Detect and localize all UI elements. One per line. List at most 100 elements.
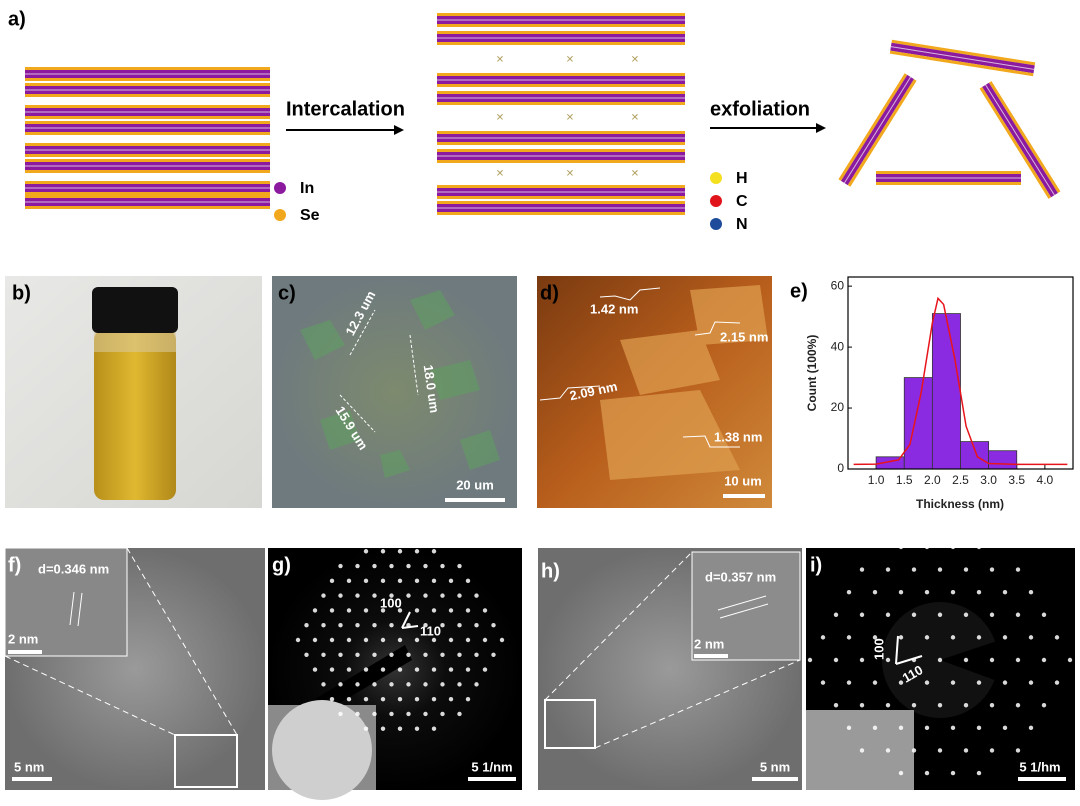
fringe <box>719 603 769 619</box>
spot <box>1002 680 1008 685</box>
panel-label: a) <box>8 8 26 30</box>
spot <box>363 608 369 613</box>
height-label: 2.15 nm <box>720 329 768 344</box>
scale-bar <box>1018 777 1066 781</box>
spot <box>440 593 445 598</box>
spot <box>397 578 403 584</box>
spot <box>397 608 403 613</box>
direction-label: 110 <box>420 623 441 638</box>
spot <box>976 680 982 685</box>
y-axis-label: Count (100%) <box>805 335 819 412</box>
spot <box>346 667 352 672</box>
sheet <box>437 91 685 105</box>
height-label: 1.42 nm <box>590 301 638 316</box>
legend-label: H <box>736 170 748 187</box>
spot <box>465 667 471 672</box>
spot <box>989 612 995 617</box>
spot <box>465 578 471 584</box>
molecule: ✕ <box>631 113 639 124</box>
bar <box>988 450 1018 470</box>
fringe <box>77 592 83 627</box>
spot <box>414 549 420 554</box>
se-layer <box>847 79 917 187</box>
sheet <box>25 105 270 119</box>
spot <box>963 703 969 708</box>
spot <box>431 578 437 584</box>
inset-scale-label: 2 nm <box>694 636 724 651</box>
flakes <box>300 290 500 478</box>
spot <box>363 637 369 643</box>
spot <box>355 593 360 598</box>
se-layer <box>25 154 270 157</box>
fringe <box>69 591 75 626</box>
spot <box>329 667 335 672</box>
spot <box>329 637 335 643</box>
spot <box>312 637 318 643</box>
spot <box>474 623 479 628</box>
spot <box>372 652 377 657</box>
spot <box>329 696 335 702</box>
plot-frame <box>847 276 1074 470</box>
spacing-label: d=0.357 nm <box>705 569 776 584</box>
step-label: Intercalation <box>286 98 405 120</box>
spot <box>885 748 891 753</box>
zoom-line <box>4 655 176 736</box>
fringe <box>717 595 767 611</box>
atom-in <box>274 182 286 194</box>
spot <box>448 667 454 672</box>
spot <box>380 667 386 672</box>
spot <box>911 567 917 572</box>
sheet <box>437 73 685 87</box>
panel-label: e) <box>790 280 808 302</box>
spot <box>448 637 454 643</box>
scale-label: 5 1/hm <box>1019 759 1060 774</box>
spot <box>423 563 428 569</box>
arrow <box>895 635 899 665</box>
x-tick-label: 4.0 <box>1037 473 1054 487</box>
panel-b: b) <box>5 276 262 508</box>
spot <box>312 608 318 613</box>
spot <box>457 711 462 717</box>
arrow <box>401 611 411 629</box>
scale-bar <box>445 498 505 502</box>
spot <box>338 593 343 598</box>
spot <box>859 748 865 753</box>
spot <box>989 567 995 572</box>
spot <box>389 711 394 717</box>
spot <box>457 652 462 657</box>
spot <box>807 657 813 663</box>
spot <box>482 608 488 613</box>
sheet <box>876 171 1021 185</box>
se-layer <box>437 102 685 105</box>
panel-label: g) <box>272 554 291 576</box>
se-layer <box>437 196 685 199</box>
spot <box>1067 657 1073 663</box>
scale-bar <box>12 777 52 781</box>
inset-flake <box>272 700 372 800</box>
spot <box>924 725 930 731</box>
se-layer <box>25 192 270 195</box>
spot <box>989 703 995 708</box>
spot <box>321 682 326 687</box>
spot <box>1041 703 1047 708</box>
spot <box>1015 612 1021 617</box>
panel-d: d) 1.42 nm 2.15 nm 2.09 nm 1.38 nm 10 um <box>537 276 772 508</box>
zoom-box <box>544 699 596 749</box>
spot <box>950 770 956 776</box>
sheet <box>437 185 685 199</box>
spot <box>338 623 343 628</box>
spot <box>321 623 326 628</box>
panel-label: d) <box>540 282 559 304</box>
zoom-line <box>594 659 801 749</box>
se-layer <box>25 67 270 70</box>
spot <box>312 667 318 672</box>
se-layer <box>437 149 685 152</box>
spot <box>833 612 839 617</box>
y-tick-label: 60 <box>831 278 845 292</box>
spot <box>457 623 462 628</box>
spot <box>389 652 394 657</box>
zoom-line <box>544 551 693 701</box>
spot <box>397 637 403 643</box>
se-layer <box>437 160 685 163</box>
x-tick-label: 1.5 <box>896 473 913 487</box>
